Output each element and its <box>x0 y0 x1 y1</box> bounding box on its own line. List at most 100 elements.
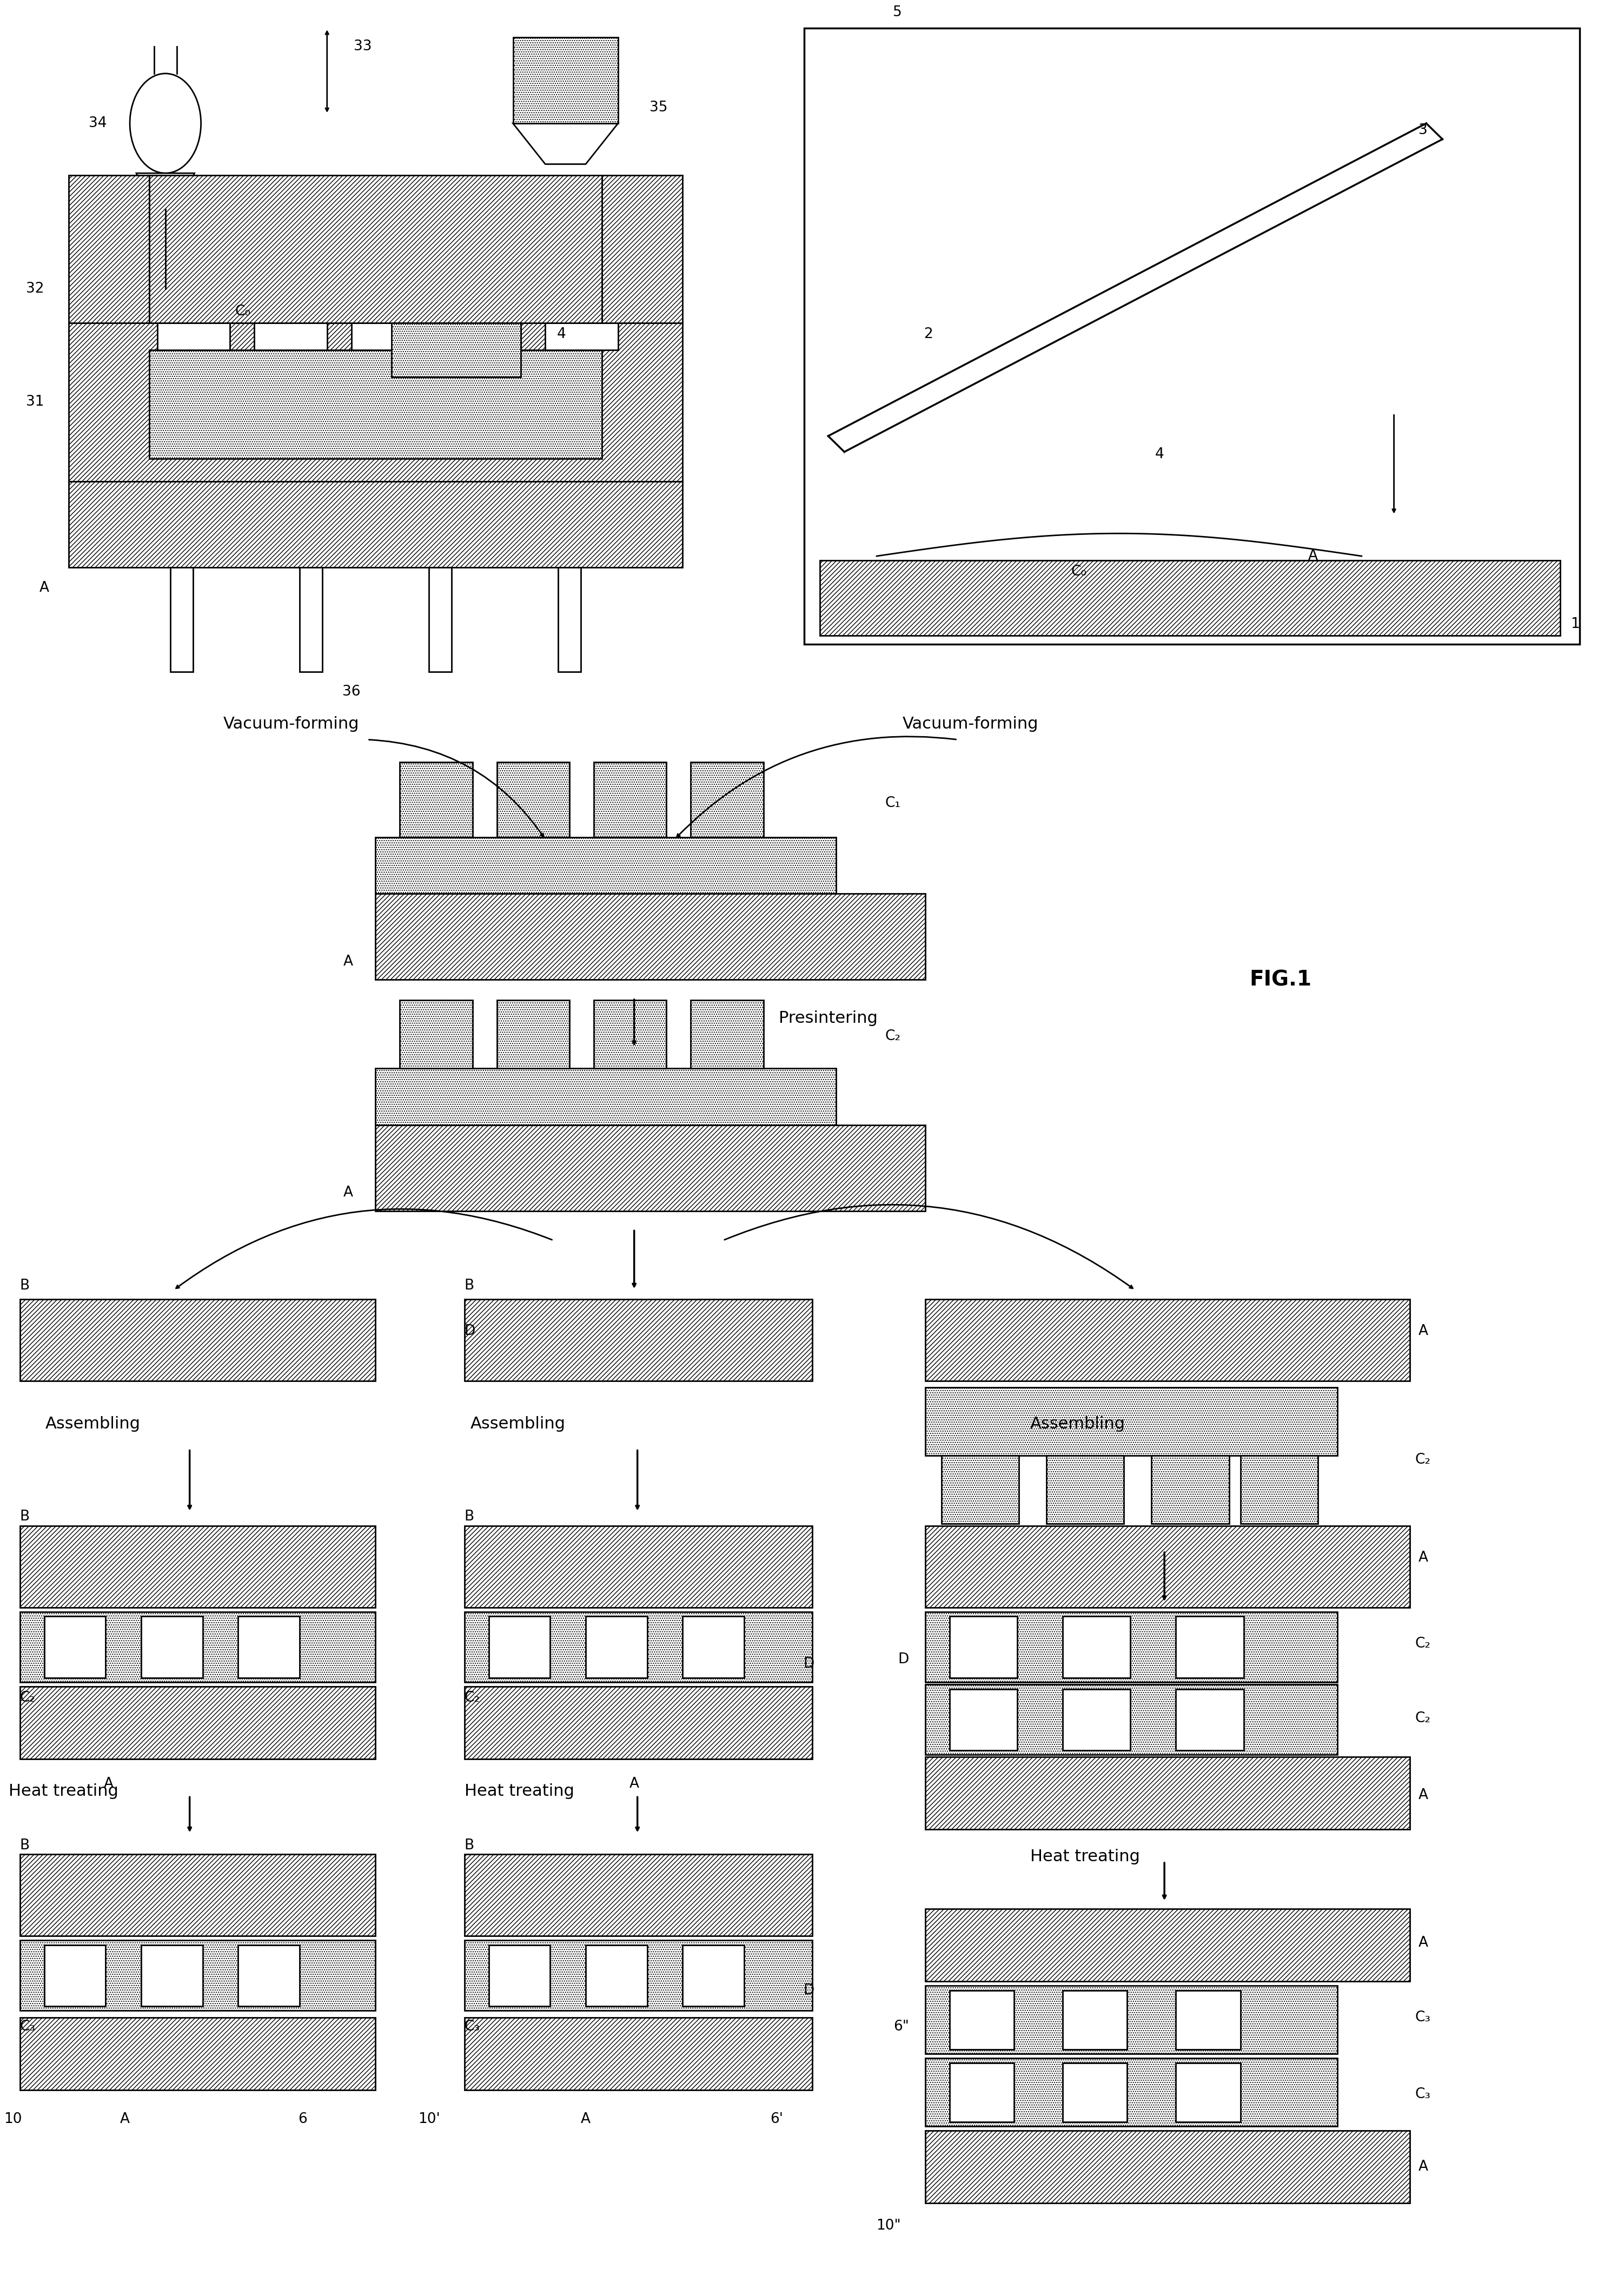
Text: 4: 4 <box>557 328 567 341</box>
Text: Assembling: Assembling <box>45 1415 140 1431</box>
Bar <box>68 323 682 482</box>
Bar <box>239 1618 299 1677</box>
Bar <box>1062 1991 1127 2050</box>
Text: A: A <box>343 956 352 969</box>
Text: 33: 33 <box>354 39 372 52</box>
Text: 2: 2 <box>924 328 932 341</box>
Text: A: A <box>630 1777 640 1790</box>
Bar <box>1241 1456 1319 1524</box>
Bar <box>171 566 193 671</box>
Text: C₂: C₂ <box>464 1690 481 1704</box>
Text: A: A <box>120 2113 130 2127</box>
Text: 5: 5 <box>893 5 901 20</box>
Text: C₁: C₁ <box>885 796 901 810</box>
Text: A: A <box>1418 1324 1427 1338</box>
Polygon shape <box>136 173 195 209</box>
Bar <box>464 1941 812 2011</box>
Text: A: A <box>104 1777 114 1790</box>
Bar <box>19 2018 375 2091</box>
Text: B: B <box>464 1838 474 1852</box>
Text: C₂: C₂ <box>19 1690 36 1704</box>
Bar <box>594 1001 666 1069</box>
Bar <box>682 1618 744 1677</box>
Text: A: A <box>1418 1552 1427 1565</box>
Bar <box>546 323 619 350</box>
Bar <box>950 1991 1013 2050</box>
Text: A: A <box>581 2113 591 2127</box>
Bar <box>489 1618 551 1677</box>
Bar <box>690 762 763 837</box>
Text: 36: 36 <box>343 685 361 698</box>
Bar <box>19 1527 375 1608</box>
Bar <box>1151 1456 1229 1524</box>
Bar <box>926 1388 1337 1456</box>
Bar <box>950 2063 1013 2123</box>
Text: A: A <box>39 580 49 594</box>
Text: C₀: C₀ <box>235 305 250 319</box>
Bar <box>375 1124 926 1210</box>
Text: D: D <box>804 1984 814 1997</box>
Bar <box>149 350 603 460</box>
Text: C₃: C₃ <box>1415 2011 1431 2025</box>
Bar <box>1062 2063 1127 2123</box>
Bar <box>926 1299 1410 1381</box>
Text: D: D <box>804 1656 814 1672</box>
Text: C₃: C₃ <box>464 2020 481 2034</box>
Text: C₃: C₃ <box>19 2020 36 2034</box>
Text: FIG.1: FIG.1 <box>1250 969 1312 990</box>
Bar <box>149 175 603 323</box>
Polygon shape <box>513 123 619 164</box>
Bar <box>158 323 231 350</box>
Bar <box>141 1945 203 2007</box>
Text: 34: 34 <box>88 116 107 130</box>
Text: A: A <box>1418 1936 1427 1950</box>
Bar <box>68 482 682 566</box>
Bar <box>497 1001 570 1069</box>
Text: B: B <box>19 1838 29 1852</box>
Text: C₃: C₃ <box>1415 2088 1431 2102</box>
Bar <box>255 323 326 350</box>
Text: B: B <box>19 1511 29 1524</box>
Bar <box>586 1618 646 1677</box>
Bar <box>464 1527 812 1608</box>
Circle shape <box>130 73 201 173</box>
Bar <box>820 560 1561 635</box>
Bar <box>391 323 521 378</box>
Bar <box>586 1945 646 2007</box>
Bar <box>926 2132 1410 2202</box>
Text: D: D <box>464 1324 476 1338</box>
Text: 31: 31 <box>26 396 44 410</box>
Text: 10': 10' <box>417 2113 440 2127</box>
Text: Vacuum-forming: Vacuum-forming <box>224 717 359 733</box>
Bar <box>375 894 926 981</box>
Bar <box>513 36 619 123</box>
Bar <box>239 1945 299 2007</box>
Bar <box>497 762 570 837</box>
Bar <box>19 1299 375 1381</box>
Bar <box>429 566 451 671</box>
Text: 4: 4 <box>1155 448 1164 462</box>
Bar <box>950 1618 1017 1677</box>
Bar <box>682 1945 744 2007</box>
Text: Heat treating: Heat treating <box>8 1784 119 1800</box>
Bar <box>464 2018 812 2091</box>
Bar <box>603 175 682 323</box>
Bar <box>1062 1618 1130 1677</box>
Bar <box>44 1945 106 2007</box>
Bar <box>926 1756 1410 1829</box>
Bar <box>464 1613 812 1681</box>
Text: A: A <box>1309 548 1319 564</box>
Text: C₂: C₂ <box>1415 1636 1431 1652</box>
Bar <box>926 1684 1337 1754</box>
Bar <box>19 1613 375 1681</box>
Bar <box>141 1618 203 1677</box>
Bar <box>804 27 1580 644</box>
Bar <box>950 1688 1017 1749</box>
Text: D: D <box>898 1652 909 1668</box>
Bar <box>448 323 521 350</box>
Text: C₂: C₂ <box>1415 1711 1431 1724</box>
Bar <box>489 1945 551 2007</box>
Bar <box>400 1001 473 1069</box>
Bar <box>926 1613 1337 1681</box>
Text: B: B <box>464 1511 474 1524</box>
